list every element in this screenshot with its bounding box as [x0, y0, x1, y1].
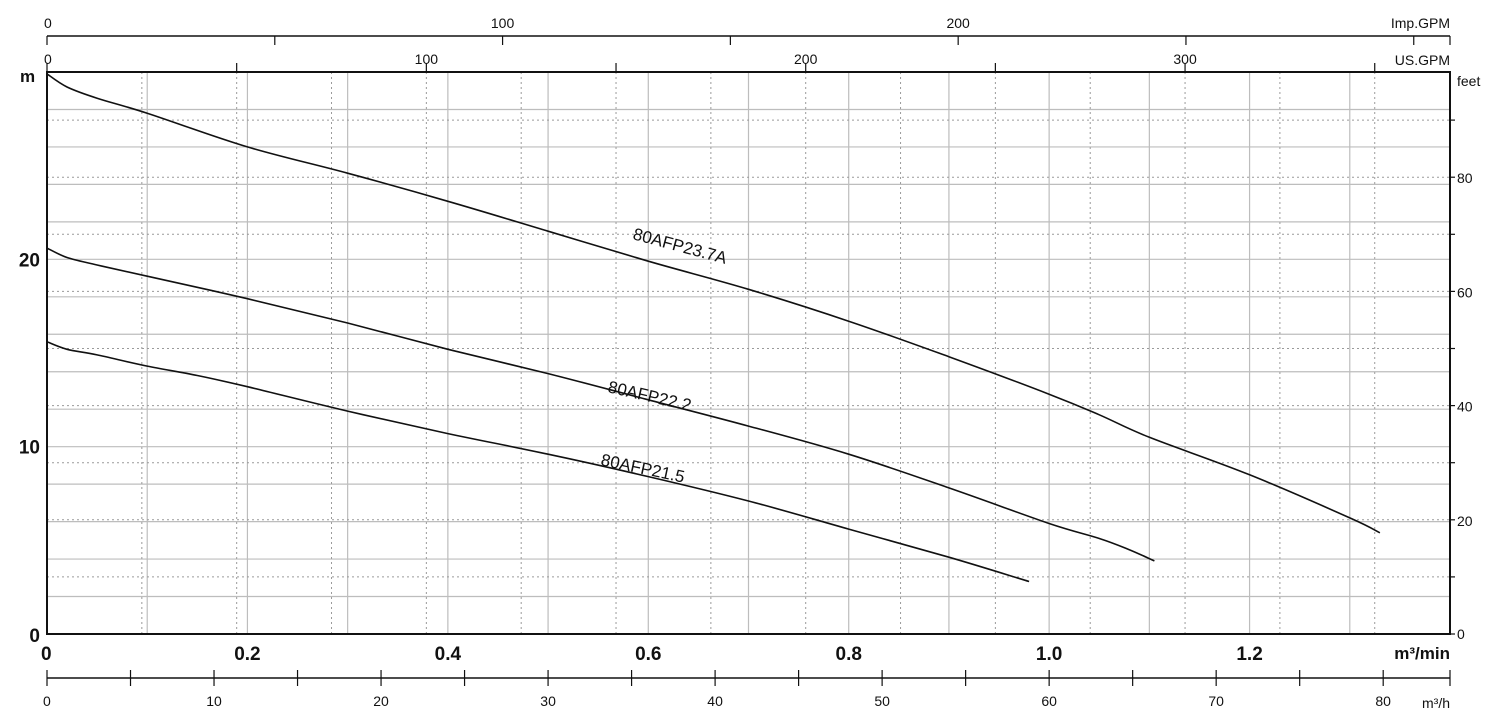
m-tick-label: 10 [19, 438, 40, 459]
imp-gpm-unit-label: Imp.GPM [1391, 15, 1450, 31]
label-80afp23-7a: 80AFP23.7A [631, 225, 730, 268]
m3h-unit-label: m³/h [1422, 695, 1450, 711]
imp-gpm-axis: 0 100 200 [44, 15, 1451, 45]
curve-80afp21-5 [46, 341, 1030, 583]
m3min-tick-label: 0.8 [836, 644, 862, 665]
m3h-tick-label: 0 [43, 693, 51, 709]
m-axis: 0 10 20 [19, 250, 40, 647]
m3min-axis: 0 0.2 0.4 0.6 0.8 1.0 1.2 [41, 644, 1263, 665]
feet-unit-label: feet [1457, 73, 1480, 89]
m3min-tick-label: 0 [41, 644, 52, 665]
m3h-tick-label: 10 [206, 693, 222, 709]
curve-80afp23-7a [46, 73, 1381, 534]
imp-gpm-tick-label: 100 [491, 15, 515, 31]
m3h-tick-label: 80 [1375, 693, 1391, 709]
imp-gpm-tick-label: 0 [44, 15, 52, 31]
m-unit-label: m [20, 67, 35, 86]
m3min-unit-label: m³/min [1394, 644, 1450, 663]
feet-tick-label: 20 [1457, 513, 1473, 529]
m3min-tick-label: 0.6 [635, 644, 661, 665]
label-80afp21-5: 80AFP21.5 [599, 450, 686, 486]
us-gpm-unit-label: US.GPM [1395, 52, 1450, 68]
m3h-tick-label: 40 [707, 693, 723, 709]
m3h-tick-label: 20 [373, 693, 389, 709]
curves [46, 73, 1381, 583]
m3min-tick-label: 1.0 [1036, 644, 1062, 665]
us-gpm-axis: 0 100 200 300 [44, 51, 1376, 72]
m3min-tick-label: 0.4 [435, 644, 462, 665]
m-tick-label: 20 [19, 250, 40, 271]
m3h-tick-label: 60 [1041, 693, 1057, 709]
feet-axis: 0 20 40 60 80 [1450, 119, 1473, 642]
feet-tick-label: 40 [1457, 399, 1473, 415]
feet-tick-label: 60 [1457, 284, 1473, 300]
us-gpm-tick-label: 200 [794, 51, 818, 67]
us-gpm-tick-label: 100 [415, 51, 439, 67]
us-gpm-tick-label: 0 [44, 51, 52, 67]
m3h-tick-label: 70 [1208, 693, 1224, 709]
feet-tick-label: 80 [1457, 170, 1473, 186]
m3min-tick-label: 1.2 [1236, 644, 1262, 665]
plot-frame [46, 71, 1451, 635]
m-tick-label: 0 [29, 626, 40, 647]
feet-tick-label: 0 [1457, 626, 1465, 642]
m3h-tick-label: 50 [874, 693, 890, 709]
us-gpm-tick-label: 300 [1173, 51, 1197, 67]
curve-80afp22-2 [46, 247, 1155, 562]
m3h-tick-label: 30 [540, 693, 556, 709]
m3min-tick-label: 0.2 [234, 644, 260, 665]
m3h-axis: 0 10 20 30 40 50 60 70 80 [43, 670, 1451, 709]
imp-gpm-tick-label: 200 [946, 15, 970, 31]
grid-layer [47, 72, 1450, 634]
